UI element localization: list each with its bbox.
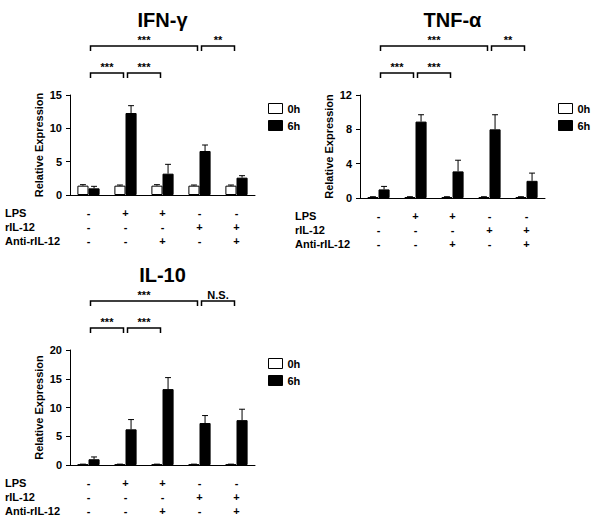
svg-text:-: - bbox=[198, 235, 202, 247]
svg-text:rIL-12: rIL-12 bbox=[5, 491, 35, 503]
svg-text:+: + bbox=[159, 235, 165, 247]
svg-text:-: - bbox=[235, 477, 239, 489]
svg-text:Relative Expression: Relative Expression bbox=[33, 355, 45, 460]
svg-text:-: - bbox=[87, 235, 91, 247]
svg-text:***: *** bbox=[138, 61, 152, 73]
svg-text:IL-10: IL-10 bbox=[139, 264, 186, 286]
svg-text:+: + bbox=[523, 224, 529, 236]
svg-text:-: - bbox=[124, 235, 128, 247]
svg-text:***: *** bbox=[138, 34, 152, 46]
svg-text:-: - bbox=[488, 238, 492, 250]
svg-text:5: 5 bbox=[56, 156, 62, 168]
svg-text:0h: 0h bbox=[288, 103, 301, 115]
svg-text:6h: 6h bbox=[288, 120, 301, 132]
svg-text:-: - bbox=[124, 491, 128, 503]
svg-text:N.S.: N.S. bbox=[207, 289, 228, 301]
svg-text:8: 8 bbox=[346, 123, 352, 135]
svg-text:**: ** bbox=[504, 34, 513, 46]
svg-text:Relative Expression: Relative Expression bbox=[33, 92, 45, 197]
svg-text:15: 15 bbox=[50, 89, 62, 101]
svg-text:10: 10 bbox=[50, 402, 62, 414]
svg-text:6h: 6h bbox=[288, 375, 301, 387]
svg-text:0h: 0h bbox=[578, 103, 591, 115]
svg-text:-: - bbox=[525, 210, 529, 222]
svg-text:+: + bbox=[159, 477, 165, 489]
svg-text:-: - bbox=[161, 491, 165, 503]
svg-text:20: 20 bbox=[50, 344, 62, 356]
svg-text:***: *** bbox=[428, 34, 442, 46]
svg-text:***: *** bbox=[101, 61, 115, 73]
svg-text:5: 5 bbox=[56, 430, 62, 442]
svg-text:-: - bbox=[87, 477, 91, 489]
svg-text:LPS: LPS bbox=[295, 210, 316, 222]
svg-text:0: 0 bbox=[56, 189, 62, 201]
svg-text:-: - bbox=[161, 221, 165, 233]
svg-text:Anti-rIL-12: Anti-rIL-12 bbox=[5, 235, 60, 247]
svg-text:-: - bbox=[198, 207, 202, 219]
svg-text:***: *** bbox=[138, 289, 152, 301]
svg-text:6h: 6h bbox=[578, 120, 591, 132]
svg-text:+: + bbox=[449, 210, 455, 222]
svg-text:+: + bbox=[159, 207, 165, 219]
svg-text:-: - bbox=[87, 221, 91, 233]
svg-text:LPS: LPS bbox=[5, 207, 26, 219]
svg-text:+: + bbox=[196, 491, 202, 503]
svg-text:0h: 0h bbox=[288, 358, 301, 370]
svg-text:+: + bbox=[233, 235, 239, 247]
svg-text:+: + bbox=[449, 238, 455, 250]
svg-text:Anti-rIL-12: Anti-rIL-12 bbox=[5, 505, 60, 517]
svg-text:-: - bbox=[124, 505, 128, 517]
svg-text:0: 0 bbox=[56, 459, 62, 471]
svg-text:-: - bbox=[124, 221, 128, 233]
svg-text:Anti-rIL-12: Anti-rIL-12 bbox=[295, 238, 350, 250]
svg-text:-: - bbox=[451, 224, 455, 236]
svg-text:+: + bbox=[412, 210, 418, 222]
svg-text:IFN-γ: IFN-γ bbox=[138, 9, 189, 31]
svg-text:-: - bbox=[87, 491, 91, 503]
svg-text:-: - bbox=[198, 505, 202, 517]
svg-text:***: *** bbox=[138, 316, 152, 328]
svg-text:-: - bbox=[377, 210, 381, 222]
svg-text:-: - bbox=[235, 207, 239, 219]
svg-text:-: - bbox=[198, 477, 202, 489]
svg-text:TNF-α: TNF-α bbox=[424, 9, 483, 31]
svg-text:LPS: LPS bbox=[5, 477, 26, 489]
svg-text:15: 15 bbox=[50, 373, 62, 385]
svg-text:-: - bbox=[87, 207, 91, 219]
svg-text:+: + bbox=[122, 477, 128, 489]
svg-text:+: + bbox=[233, 221, 239, 233]
svg-text:rIL-12: rIL-12 bbox=[5, 221, 35, 233]
svg-text:+: + bbox=[196, 221, 202, 233]
svg-text:-: - bbox=[414, 238, 418, 250]
svg-text:+: + bbox=[233, 491, 239, 503]
svg-text:-: - bbox=[87, 505, 91, 517]
svg-text:4: 4 bbox=[346, 158, 353, 170]
svg-text:Relative Expression: Relative Expression bbox=[323, 94, 335, 199]
svg-text:-: - bbox=[414, 224, 418, 236]
svg-text:+: + bbox=[523, 238, 529, 250]
svg-text:-: - bbox=[377, 224, 381, 236]
svg-text:***: *** bbox=[101, 316, 115, 328]
svg-text:+: + bbox=[159, 505, 165, 517]
svg-text:**: ** bbox=[214, 34, 223, 46]
svg-text:+: + bbox=[233, 505, 239, 517]
svg-text:+: + bbox=[122, 207, 128, 219]
svg-text:0: 0 bbox=[346, 192, 352, 204]
svg-text:10: 10 bbox=[50, 122, 62, 134]
svg-text:***: *** bbox=[428, 61, 442, 73]
svg-text:rIL-12: rIL-12 bbox=[295, 224, 325, 236]
svg-text:-: - bbox=[377, 238, 381, 250]
svg-text:12: 12 bbox=[340, 89, 352, 101]
svg-text:***: *** bbox=[391, 61, 405, 73]
svg-text:-: - bbox=[488, 210, 492, 222]
svg-text:+: + bbox=[486, 224, 492, 236]
